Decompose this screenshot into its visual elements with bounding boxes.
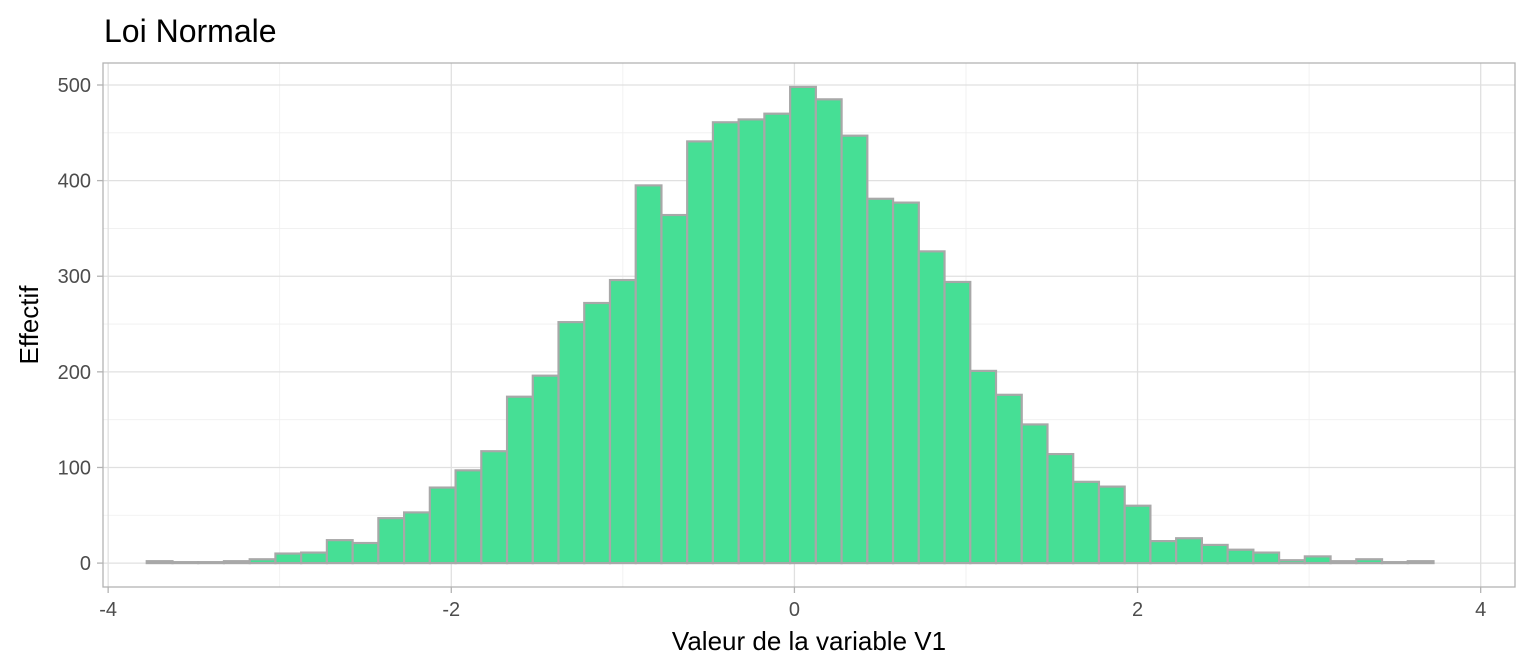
histogram-bar	[634, 184, 663, 565]
histogram-bar	[840, 134, 869, 565]
y-tick-label: 400	[58, 171, 91, 193]
histogram-bar	[1277, 559, 1306, 565]
histogram-bar	[1380, 561, 1409, 565]
x-tick-label: 0	[789, 599, 800, 621]
axes: -4 -2 0 2 4 0 100 200 300 400 500	[58, 75, 1487, 621]
histogram-bar	[1226, 548, 1255, 565]
histogram-bar	[1123, 504, 1152, 565]
y-tick-label: 300	[58, 266, 91, 288]
histogram-bar	[222, 560, 251, 565]
histogram-bar	[454, 469, 483, 565]
x-tick-label: 4	[1475, 599, 1486, 621]
histogram-bar	[660, 213, 689, 565]
histogram-bar	[505, 395, 534, 565]
y-tick-label: 500	[58, 75, 91, 97]
histogram-bar	[763, 112, 792, 565]
histogram-bar	[1252, 551, 1281, 565]
histogram-bar	[994, 393, 1023, 565]
histogram-bar	[248, 558, 277, 565]
histogram-bar	[866, 197, 895, 565]
histogram-bar	[814, 98, 843, 565]
histogram-bar	[1303, 555, 1332, 565]
histogram-bar	[480, 450, 509, 565]
x-tick-label: -4	[99, 599, 117, 621]
histogram-bar	[1329, 560, 1358, 565]
histogram-bar	[1020, 423, 1049, 565]
histogram-bar	[1149, 540, 1178, 565]
histogram-bar	[145, 560, 174, 565]
histogram-bar	[197, 561, 226, 565]
histogram-bar	[274, 552, 303, 565]
histogram-bar	[891, 201, 920, 565]
histogram-bar	[1046, 452, 1075, 565]
y-axis-title: Effectif	[14, 285, 44, 365]
histogram-bar	[917, 250, 946, 565]
histogram-bar	[686, 140, 715, 565]
x-tick-label: -2	[442, 599, 460, 621]
y-tick-label: 200	[58, 362, 91, 384]
histogram-bar	[608, 278, 637, 565]
histogram-bar	[583, 301, 612, 565]
histogram-bar	[711, 121, 740, 565]
x-tick-label: 2	[1132, 599, 1143, 621]
histogram-bar	[351, 541, 380, 565]
histogram-bar	[325, 539, 354, 565]
histogram-bars	[145, 85, 1435, 565]
histogram-bar	[1406, 560, 1435, 565]
histogram-bar	[789, 85, 817, 565]
histogram-bar	[1355, 558, 1384, 565]
histogram-bar	[1175, 537, 1203, 565]
histogram-bar	[428, 486, 457, 565]
histogram-bar	[557, 321, 586, 565]
y-tick-label: 0	[80, 553, 91, 575]
histogram-bar	[171, 561, 200, 565]
plot-panel-border	[102, 62, 1516, 588]
histogram-bar	[531, 374, 560, 565]
histogram-bar	[300, 551, 328, 565]
histogram-bar	[1072, 480, 1101, 565]
histogram-bar	[737, 118, 766, 565]
histogram-bar	[403, 511, 431, 565]
histogram-bar	[1097, 485, 1126, 565]
histogram-bar	[377, 517, 406, 565]
histogram-bar	[943, 280, 972, 565]
x-axis-title: Valeur de la variable V1	[672, 626, 946, 656]
histogram-bar	[969, 369, 998, 565]
chart-title: Loi Normale	[104, 13, 277, 49]
histogram-bar	[1200, 543, 1229, 565]
y-tick-label: 100	[58, 457, 91, 479]
